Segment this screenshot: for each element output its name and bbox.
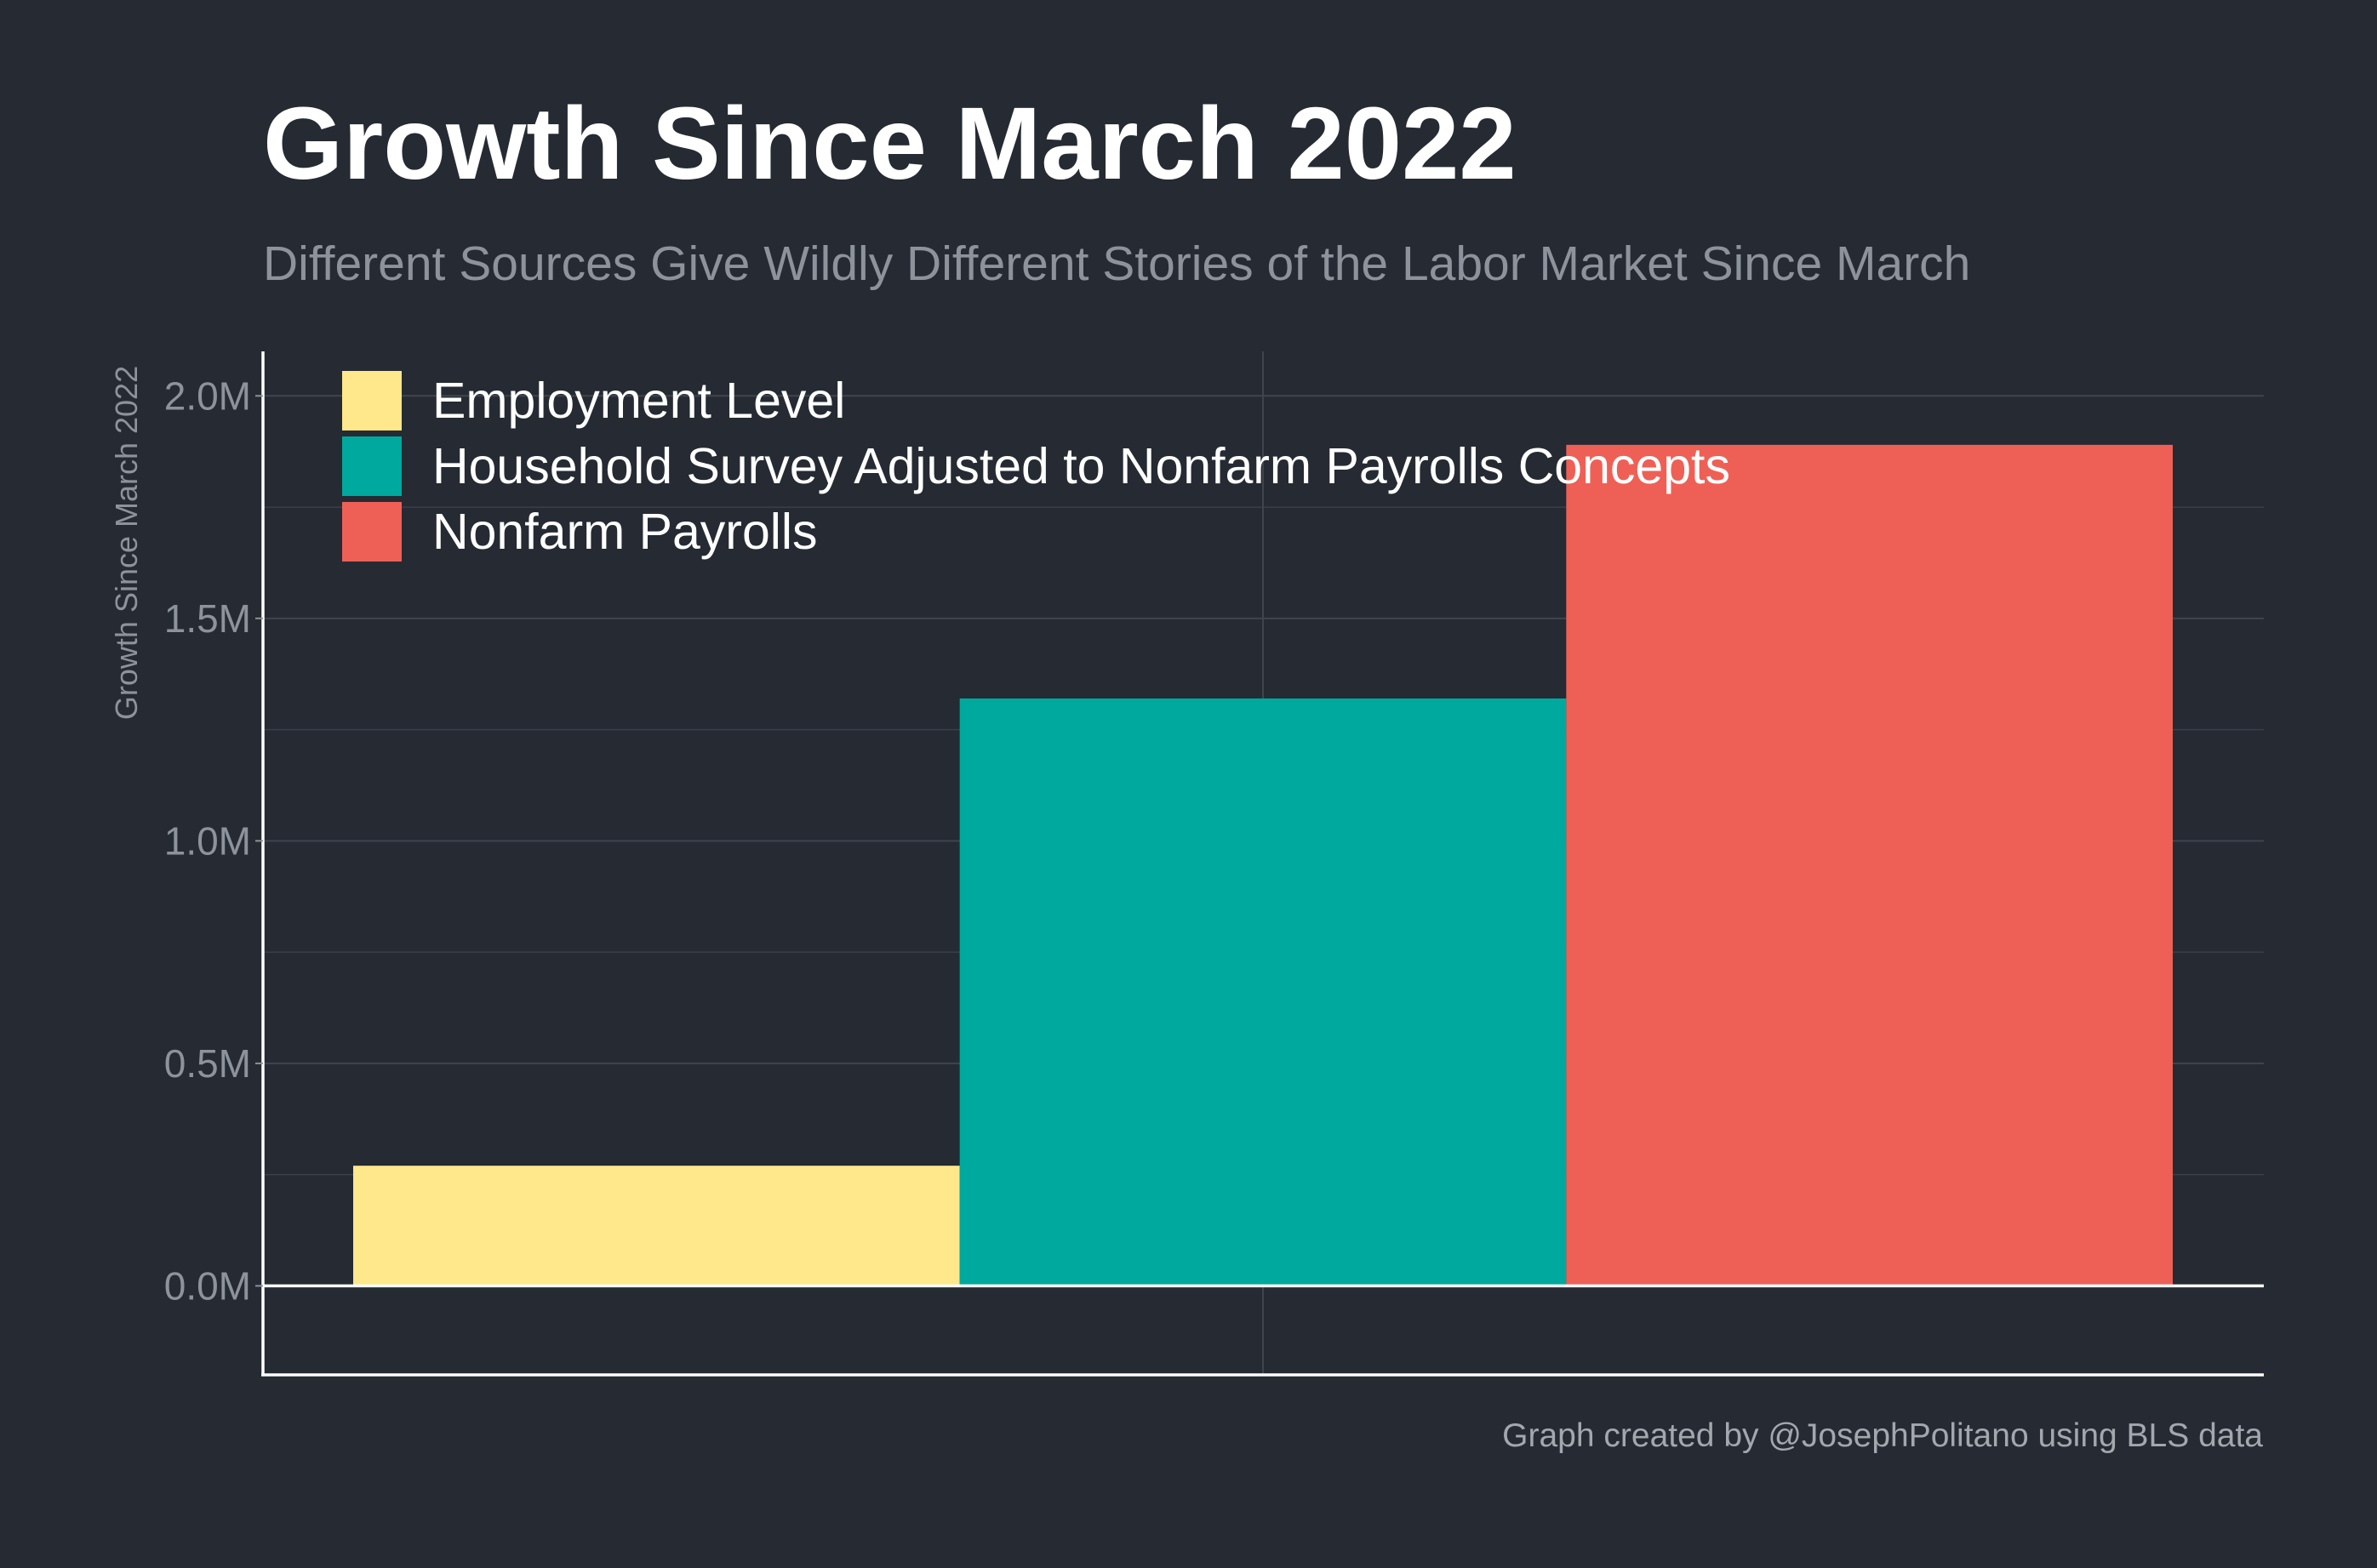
chart-subtitle: Different Sources Give Wildly Different … — [263, 237, 1971, 291]
y-tick-label: 0.0M — [164, 1263, 251, 1308]
y-tick-label: 2.0M — [164, 373, 251, 418]
bar-household-survey-adjusted-to-nonfarm-payrolls-concepts — [959, 698, 1567, 1286]
legend-swatch — [342, 436, 402, 496]
y-axis-title: Growth Since March 2022 — [109, 366, 144, 720]
legend-label: Household Survey Adjusted to Nonfarm Pay… — [432, 438, 1730, 494]
bar-employment-level — [353, 1166, 960, 1286]
legend-swatch — [342, 371, 402, 430]
legend-label: Employment Level — [432, 373, 845, 429]
y-tick-label: 1.5M — [164, 596, 251, 641]
y-tick-label: 0.5M — [164, 1041, 251, 1086]
legend-label: Nonfarm Payrolls — [432, 504, 817, 560]
y-tick-label: 1.0M — [164, 818, 251, 863]
bar-nonfarm-payrolls — [1566, 444, 2173, 1286]
chart-title: Growth Since March 2022 — [263, 85, 1517, 201]
legend-swatch — [342, 502, 402, 562]
chart-caption: Graph created by @JosephPolitano using B… — [1502, 1417, 2263, 1454]
